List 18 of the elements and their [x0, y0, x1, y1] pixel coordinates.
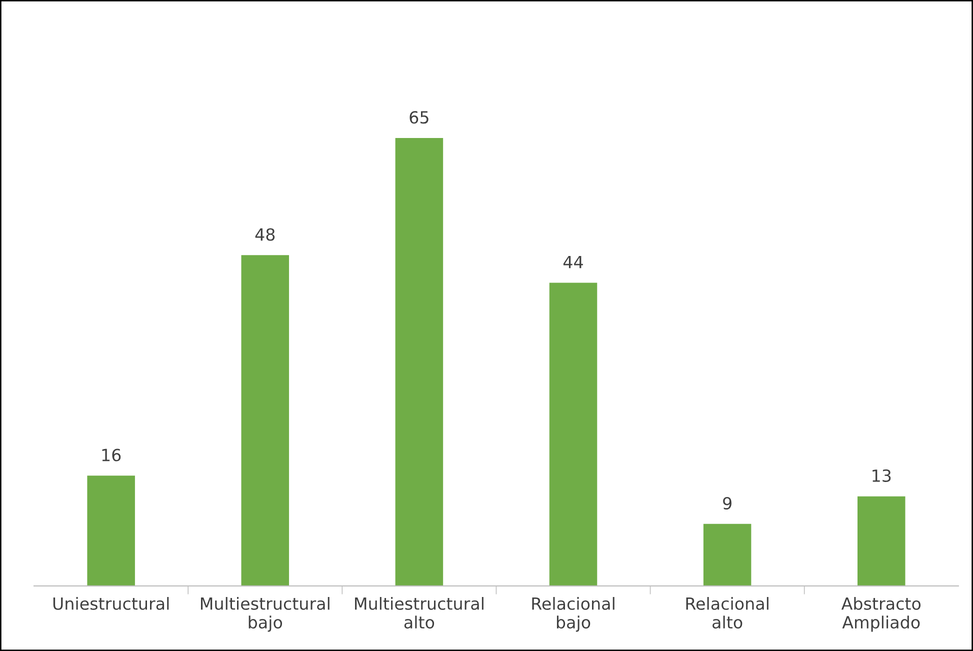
bar: [857, 496, 906, 586]
bar: [395, 138, 444, 586]
data-label: 9: [723, 496, 732, 510]
data-label: 65: [410, 111, 428, 124]
bar: [549, 282, 598, 586]
data-label: 13: [872, 469, 891, 482]
data-label: 48: [255, 228, 275, 241]
data-label: 16: [102, 448, 121, 462]
x-tick-label: Relacional alto: [686, 597, 768, 629]
x-tick-label: Abstracto Ampliado: [841, 597, 921, 632]
x-tick-label: Multiestructural alto: [355, 597, 484, 629]
bar: [241, 255, 290, 586]
x-tick-label: Relacional bajo: [532, 597, 614, 632]
bar: [703, 524, 752, 586]
data-label: 44: [563, 256, 583, 268]
bar: [87, 476, 135, 586]
x-tick-label: Multiestructural bajo: [200, 597, 330, 632]
x-tick-label: Uniestructural: [53, 597, 169, 610]
